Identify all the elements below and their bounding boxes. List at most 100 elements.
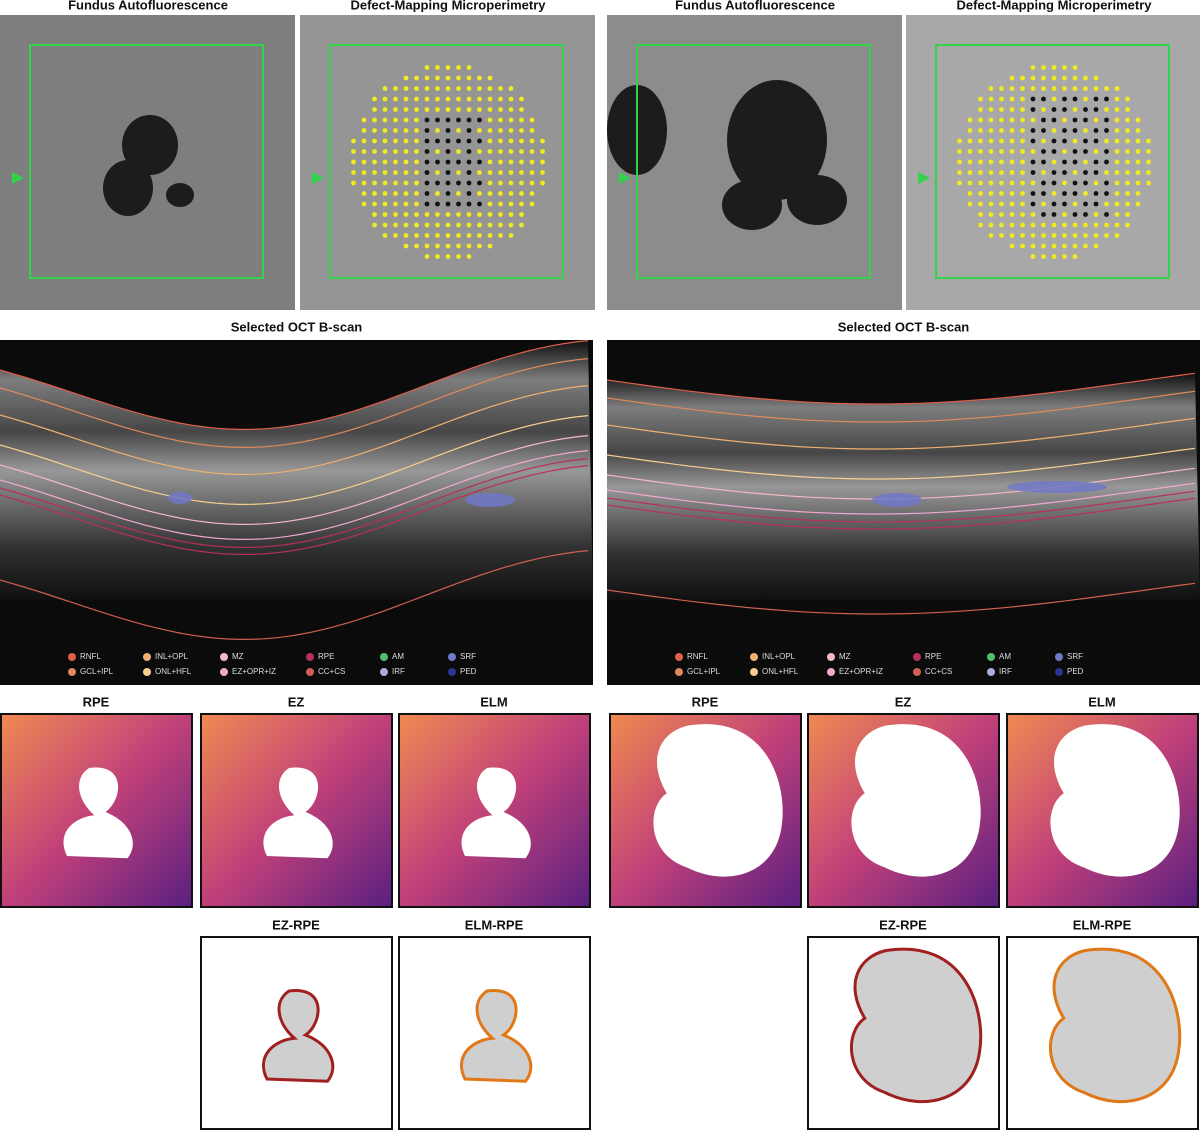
fluid <box>465 493 515 507</box>
test-point <box>424 191 430 196</box>
test-point <box>529 170 535 175</box>
test-point <box>1083 75 1088 81</box>
test-point <box>988 222 994 228</box>
test-point <box>1093 180 1099 186</box>
test-point <box>988 180 994 186</box>
test-point <box>1072 233 1078 238</box>
test-point <box>1072 128 1078 133</box>
scan-area <box>329 44 564 279</box>
test-point <box>456 117 461 123</box>
test-point <box>1114 86 1120 91</box>
test-point <box>1041 65 1046 70</box>
test-point <box>382 222 388 228</box>
defect-area <box>851 724 981 877</box>
test-point <box>477 96 482 102</box>
legend-label: AM <box>999 652 1011 661</box>
test-point <box>445 159 451 165</box>
test-point <box>498 117 503 123</box>
test-point <box>351 180 356 186</box>
test-point <box>487 96 493 102</box>
test-point <box>1072 96 1078 102</box>
test-point <box>1104 201 1109 207</box>
lesion <box>787 175 847 225</box>
test-point <box>978 222 983 228</box>
legend-swatch <box>448 668 456 676</box>
test-point <box>1072 222 1078 228</box>
test-point <box>477 191 482 196</box>
test-point <box>382 117 388 123</box>
scan-area <box>29 44 264 279</box>
test-point <box>1135 138 1141 144</box>
test-point <box>978 107 983 112</box>
test-point <box>1072 159 1078 165</box>
test-point <box>508 212 514 217</box>
test-point <box>988 96 994 102</box>
scan-area <box>935 44 1170 279</box>
test-point <box>403 149 409 154</box>
test-point <box>424 233 430 238</box>
test-point <box>1125 159 1130 165</box>
test-point <box>957 170 962 175</box>
test-point <box>519 180 524 186</box>
test-point <box>1093 233 1099 238</box>
test-point <box>508 222 514 228</box>
test-point <box>1009 75 1015 81</box>
test-point <box>403 117 409 123</box>
test-point <box>403 75 409 81</box>
test-point <box>1009 191 1015 196</box>
test-point <box>1030 201 1036 207</box>
test-point <box>529 117 535 123</box>
test-point <box>999 201 1004 207</box>
test-point <box>361 138 367 144</box>
scan-marker <box>312 172 324 184</box>
test-point <box>445 128 451 133</box>
test-point <box>382 128 388 133</box>
test-point <box>519 149 524 154</box>
legend-label: ONL+HFL <box>762 667 799 676</box>
test-point <box>1041 149 1046 154</box>
test-point <box>414 149 419 154</box>
test-point <box>1062 107 1067 112</box>
test-point <box>466 65 472 70</box>
test-point <box>1093 222 1099 228</box>
test-point <box>414 75 419 81</box>
test-point <box>1041 138 1046 144</box>
test-point <box>414 107 419 112</box>
test-point <box>445 138 451 144</box>
oct-title: Selected OCT B-scan <box>838 319 970 334</box>
test-point <box>988 149 994 154</box>
test-point <box>519 191 524 196</box>
test-point <box>1125 212 1130 217</box>
test-point <box>1020 201 1025 207</box>
legend-swatch <box>913 653 921 661</box>
test-point <box>967 201 973 207</box>
layer-boundary <box>606 372 1196 405</box>
test-point <box>403 233 409 238</box>
test-point <box>1125 201 1130 207</box>
fluid <box>168 492 192 504</box>
map-title: EZ <box>895 694 912 709</box>
test-point <box>435 222 440 228</box>
test-point <box>1020 243 1025 249</box>
test-point <box>1083 212 1088 217</box>
test-point <box>466 96 472 102</box>
test-point <box>424 222 430 228</box>
test-point <box>435 65 440 70</box>
test-point <box>1030 117 1036 123</box>
test-point <box>1030 180 1036 186</box>
test-point <box>1041 117 1046 123</box>
test-point <box>1062 159 1067 165</box>
legend-swatch <box>380 668 388 676</box>
test-point <box>466 233 472 238</box>
test-point <box>1125 128 1130 133</box>
defect-area <box>1050 724 1180 877</box>
legend-label: IRF <box>392 667 405 676</box>
test-point <box>1030 138 1036 144</box>
test-point <box>487 170 493 175</box>
test-point <box>466 180 472 186</box>
test-point <box>424 86 430 91</box>
test-point <box>393 86 398 91</box>
test-point <box>382 191 388 196</box>
test-point <box>477 243 482 249</box>
fundus-title: Fundus Autofluorescence <box>68 0 228 12</box>
